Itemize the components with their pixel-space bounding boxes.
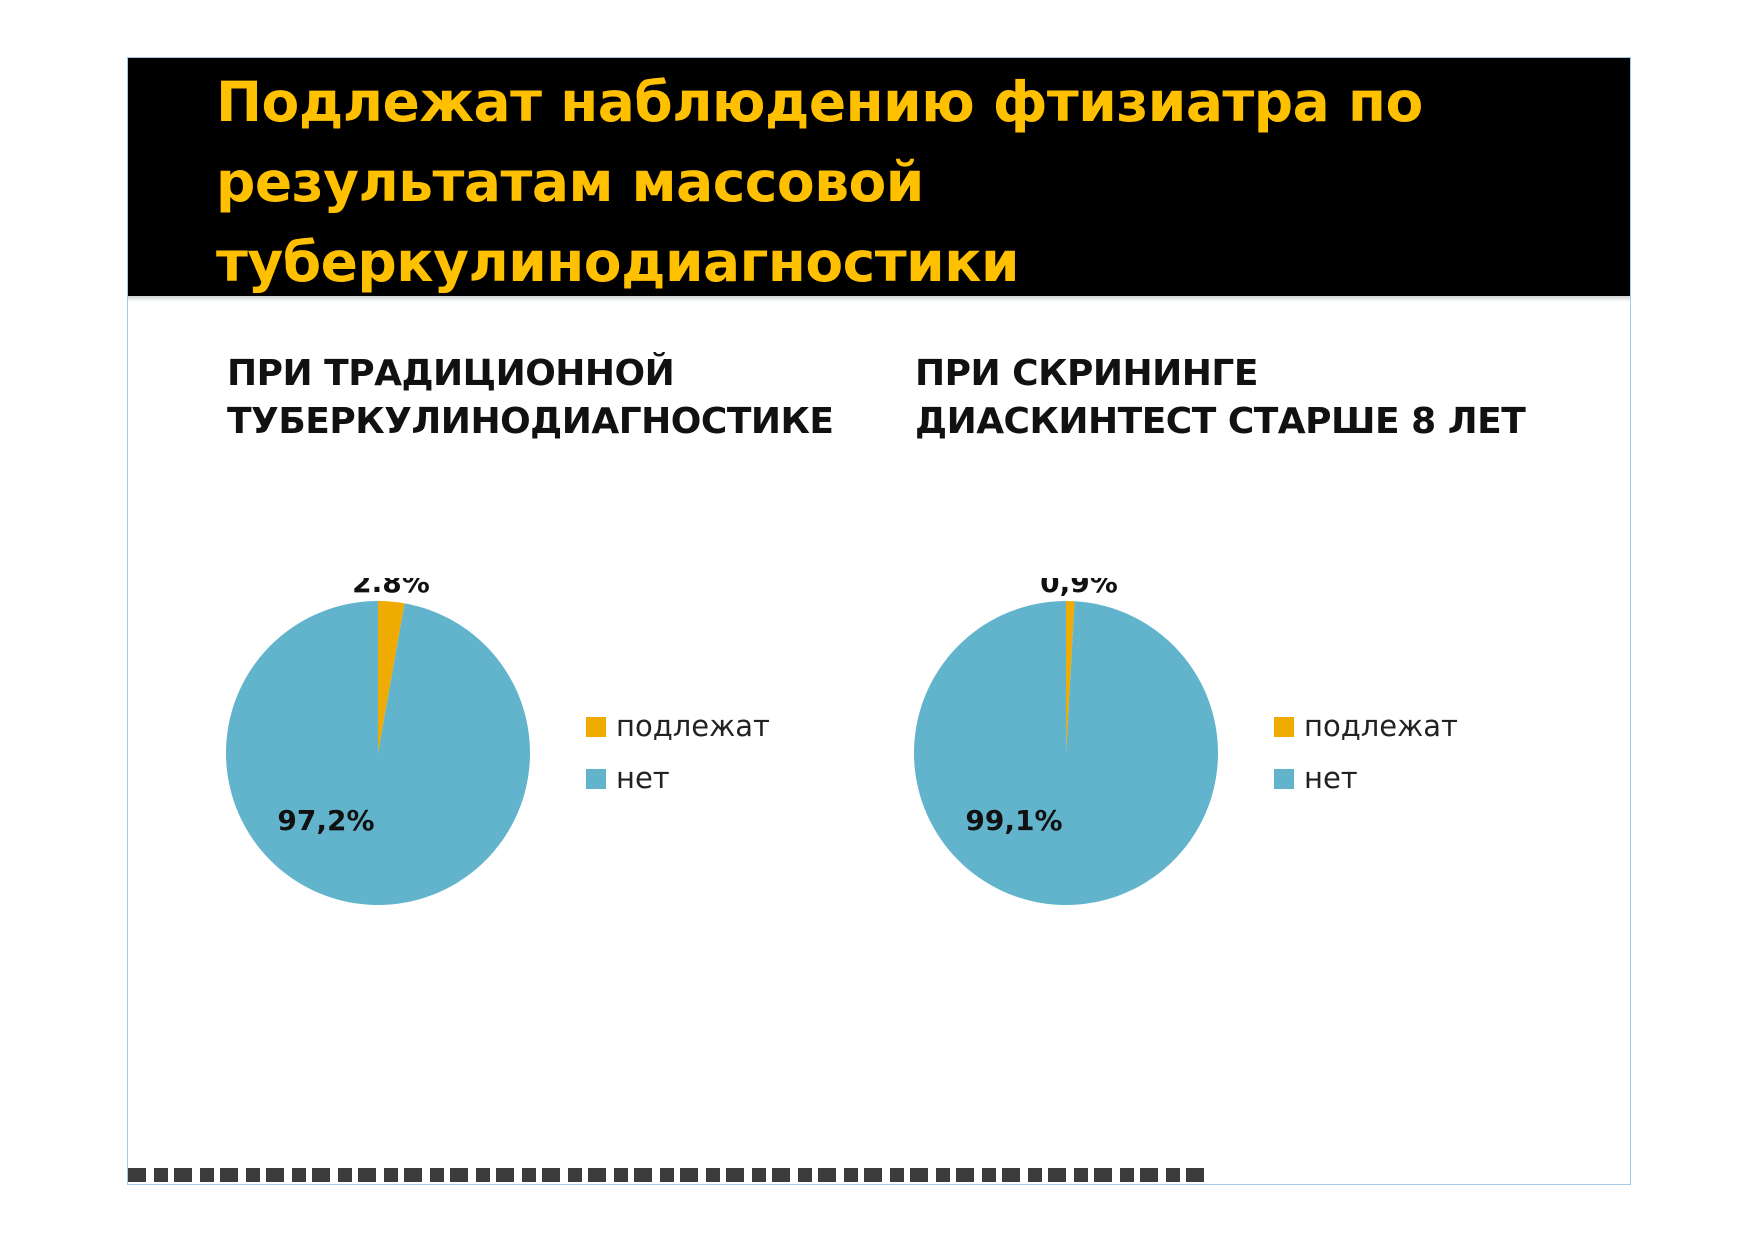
chart-title-line: ПРИ ТРАДИЦИОННОЙ [227, 353, 675, 394]
pie-slice-net [914, 601, 1218, 905]
legend-swatch-net [1274, 769, 1294, 789]
data-label-podlezhat: 2.8% [352, 578, 430, 599]
slide: Подлежат наблюдению фтизиатра по результ… [127, 57, 1631, 1185]
pie-chart-traditional: 2.8% 97,2% подлежат нет [225, 578, 770, 905]
legend-swatch-podlezhat [586, 717, 606, 737]
title-bar: Подлежат наблюдению фтизиатра по результ… [128, 58, 1630, 296]
pie-slice-net [225, 601, 530, 905]
title-divider [128, 296, 1630, 302]
pie-slice-podlezhat [378, 601, 405, 753]
chart-title-traditional: ПРИ ТРАДИЦИОННОЙ ТУБЕРКУЛИНОДИАГНОСТИКЕ [227, 350, 867, 446]
slide-title: Подлежат наблюдению фтизиатра по результ… [216, 70, 1423, 294]
legend-label-net: нет [616, 761, 670, 795]
chart-title-line: ТУБЕРКУЛИНОДИАГНОСТИКЕ [227, 401, 834, 442]
pie-slice-podlezhat [1066, 601, 1075, 753]
legend-swatch-podlezhat [1274, 717, 1294, 737]
legend-label-podlezhat: подлежат [1304, 709, 1458, 743]
legend-label-net: нет [1304, 761, 1358, 795]
chart-title-line: ДИАСКИНТЕСТ СТАРШЕ 8 ЛЕТ [915, 401, 1526, 442]
pie-chart-screening: 0,9% 99,1% подлежат нет [914, 578, 1458, 905]
cropped-footer-text [128, 1168, 1208, 1182]
data-label-net: 97,2% [277, 804, 374, 837]
chart-title-screening: ПРИ СКРИНИНГЕ ДИАСКИНТЕСТ СТАРШЕ 8 ЛЕТ [915, 350, 1575, 446]
chart-title-line: ПРИ СКРИНИНГЕ [915, 353, 1258, 394]
legend-label-podlezhat: подлежат [616, 709, 770, 743]
legend-swatch-net [586, 769, 606, 789]
data-label-podlezhat: 0,9% [1040, 578, 1118, 599]
data-label-net: 99,1% [965, 804, 1062, 837]
